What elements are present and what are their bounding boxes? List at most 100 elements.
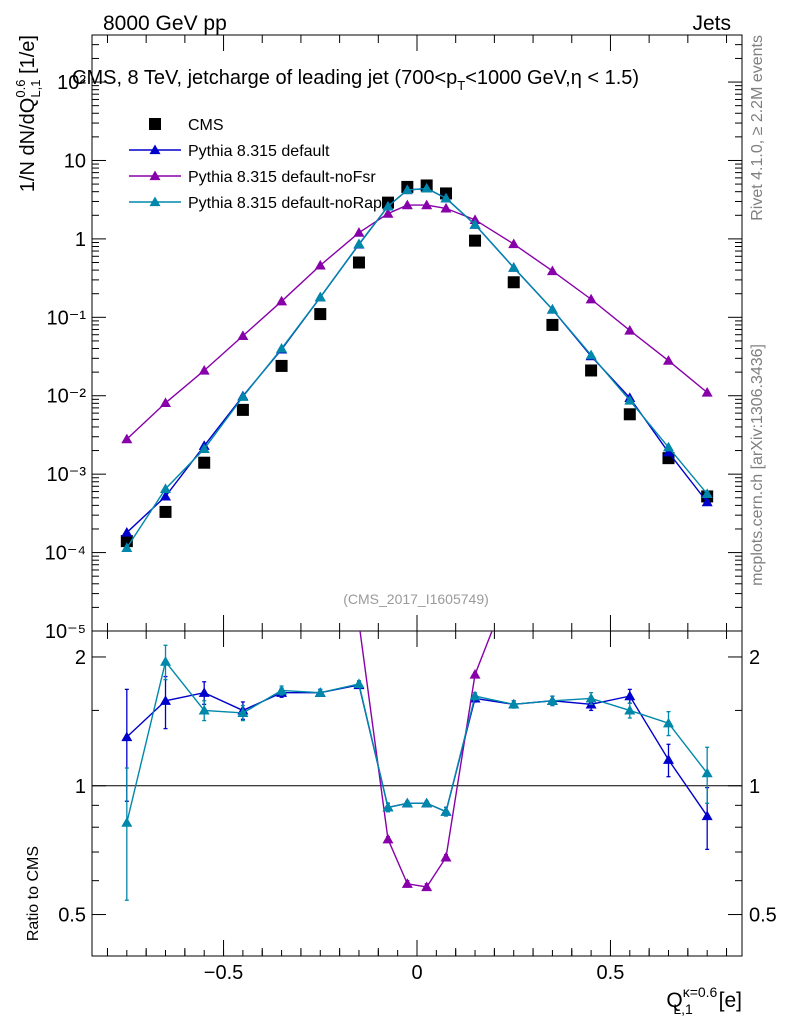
main-y-tick-label: 1 <box>75 229 86 251</box>
pythia-8-315-default-ratio-point <box>198 687 210 697</box>
pythia-8-315-default-norap-ratio-point <box>701 767 713 778</box>
pythia-8-315-default-norap-point <box>314 291 326 302</box>
ratio-y-axis-label: Ratio to CMS <box>25 846 42 941</box>
main-y-axis: 10⁻⁵ 10⁻⁴ 10⁻³ 10⁻² 10⁻¹ 1 10 10² <box>45 44 742 643</box>
pythia-8-315-default-norap-ratio-point <box>237 707 249 718</box>
pythia-8-315-default-norap-ratio-point <box>546 695 558 705</box>
pythia-8-315-default-nofsr-point <box>440 202 452 213</box>
pythia-8-315-default-norap-point <box>121 542 133 552</box>
pythia-8-315-default-norap-ratio-point <box>401 797 413 808</box>
legend-label: Pythia 8.315 default-noRap <box>188 195 382 212</box>
main-y-tick-label: 10⁻⁴ <box>45 543 86 565</box>
cms-data-point <box>352 256 365 269</box>
x-axis-label: Qκ=0.6 L,1 [e] <box>666 984 742 1017</box>
pythia-8-315-default-ratio-point <box>701 810 713 821</box>
pythia-8-315-default-ratio-line <box>126 684 708 817</box>
pythia-8-315-default-nofsr-point <box>585 293 597 304</box>
side-mcplots-label: mcplots.cern.ch [arXiv:1306.3436] <box>749 344 766 586</box>
cms-data-point <box>275 359 288 372</box>
legend-marker <box>149 196 161 207</box>
pythia-8-315-default-nofsr-point <box>421 199 433 210</box>
ratio-y-tick-label: 2 <box>75 647 86 669</box>
pythia-8-315-default-nofsr-ratio-point <box>353 618 364 628</box>
pythia-8-315-default-nofsr-ratio-point <box>199 277 210 287</box>
ratio-y-tick-label-right: 1 <box>749 776 760 798</box>
pythia-8-315-default-norap-point <box>546 303 558 314</box>
main-y-tick-label: 10⁻² <box>47 386 87 408</box>
pythia-8-315-default-norap-ratio-point <box>421 797 433 808</box>
pythia-8-315-default-norap-ratio-line <box>126 660 708 823</box>
pythia-8-315-default-point <box>160 490 172 501</box>
pythia-8-315-default-nofsr-point <box>624 324 636 335</box>
pythia-8-315-default-norap-ratio-point <box>314 687 326 697</box>
pythia-8-315-default-nofsr-point <box>276 295 288 306</box>
pythia-8-315-default-nofsr-point <box>662 355 674 365</box>
legend-marker-cms <box>149 118 161 130</box>
header-energy: 8000 GeV pp <box>103 12 227 35</box>
side-rivet-label: Rivet 4.1.0, ≥ 2.2M events <box>749 35 766 221</box>
cms-data-point <box>159 505 172 518</box>
pythia-8-315-default-norap-point <box>508 262 520 272</box>
pythia-8-315-default-norap-ratio-point <box>440 806 452 816</box>
pythia-8-315-default-nofsr-ratio-point <box>440 851 452 862</box>
pythia-8-315-default-point <box>662 446 674 457</box>
legend-label: Pythia 8.315 default-noFsr <box>188 169 376 186</box>
pythia-8-315-default-nofsr-point <box>701 386 713 397</box>
main-y-tick-label: 10⁻¹ <box>47 307 87 329</box>
legend-marker <box>149 144 161 155</box>
pythia-8-315-default-norap-line <box>126 187 708 549</box>
pythia-8-315-default-ratio-point <box>160 695 172 705</box>
pythia-8-315-default-norap-point <box>401 184 413 195</box>
pythia-8-315-default-ratio-point <box>624 690 636 701</box>
legend-label: Pythia 8.315 default <box>188 143 330 160</box>
pythia-8-315-default-nofsr-ratio-point <box>237 376 248 386</box>
pythia-8-315-default-nofsr-ratio-point <box>160 186 171 196</box>
analysis-watermark: (CMS_2017_I1605749) <box>343 591 489 607</box>
pythia-8-315-default-nofsr-ratio-point <box>121 224 132 234</box>
pythia-8-315-default-nofsr-point <box>121 433 133 444</box>
cms-data-point <box>546 318 559 331</box>
ratio-y-tick-label: 1 <box>75 776 86 798</box>
pythia-8-315-default-norap-ratio-point <box>160 656 172 666</box>
cms-data-point <box>623 408 636 421</box>
pythia-8-315-default-norap-ratio-point <box>624 704 636 715</box>
pythia-8-315-default-nofsr-ratio-point <box>315 514 326 524</box>
pythia-8-315-default-nofsr-point <box>508 238 520 249</box>
pythia-8-315-default-nofsr-point <box>382 208 394 218</box>
legend: CMS Pythia 8.315 default Pythia 8.315 defa… <box>129 117 382 212</box>
legend-marker <box>149 170 161 181</box>
pythia-8-315-default-norap-ratio-point <box>585 692 597 703</box>
pythia-8-315-default-ratio-point <box>121 731 133 742</box>
pythia-8-315-default-nofsr-ratio-point <box>663 248 674 258</box>
x-tick-label: 0 <box>411 962 422 984</box>
pythia-8-315-default-norap-point <box>701 488 713 499</box>
pythia-8-315-default-nofsr-ratio-point <box>421 881 433 892</box>
pythia-8-315-default-norap-point <box>353 238 365 249</box>
pythia-8-315-default-nofsr-ratio-point <box>586 392 597 402</box>
x-axis: −0.5 0 0.5 <box>106 35 728 984</box>
pythia-8-315-default-nofsr-ratio-point <box>702 215 713 225</box>
pythia-8-315-default-norap-point <box>160 483 172 493</box>
main-y-tick-label: 10² <box>57 72 86 94</box>
pythia-8-315-default-norap-point <box>624 394 636 405</box>
legend-label: CMS <box>188 117 224 134</box>
pythia-8-315-default-nofsr-ratio-point <box>276 427 287 437</box>
ratio-y-tick-label-right: 0.5 <box>749 905 777 927</box>
x-tick-label: −0.5 <box>204 962 243 984</box>
pythia-8-315-default-point <box>701 496 713 507</box>
cms-data-point <box>507 276 520 289</box>
pythia-8-315-default-norap-point <box>382 200 394 211</box>
ratio-panel-frame <box>91 630 743 957</box>
cms-data-point <box>198 456 211 469</box>
pythia-8-315-default-nofsr-point <box>237 330 249 340</box>
pythia-8-315-default-norap-point <box>198 443 210 454</box>
ratio-y-tick-label: 0.5 <box>58 905 86 927</box>
pythia-8-315-default-nofsr-line <box>126 204 708 440</box>
pythia-8-315-default-nofsr-point <box>198 364 210 375</box>
cms-data-point <box>314 308 327 321</box>
pythia-8-315-default-norap-point <box>276 343 288 353</box>
pythia-8-315-default-nofsr-point <box>314 259 326 270</box>
pythia-8-315-default-nofsr-point <box>160 397 172 408</box>
pythia-8-315-default-norap-point <box>585 349 597 360</box>
pythia-8-315-default-norap-point <box>469 219 481 229</box>
